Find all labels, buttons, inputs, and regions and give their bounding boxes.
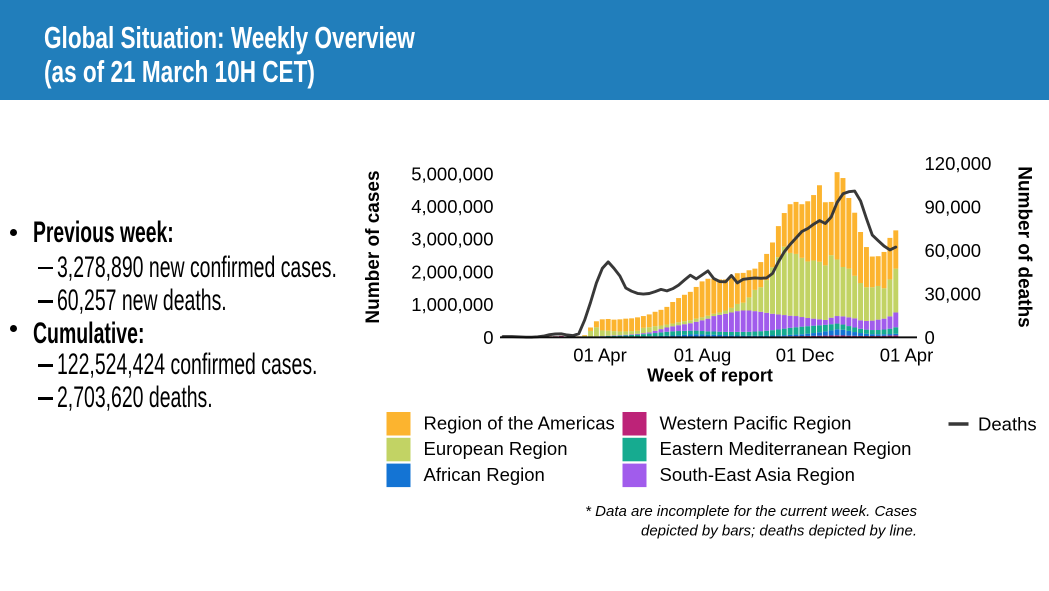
svg-text:01 Apr: 01 Apr: [573, 345, 627, 366]
svg-text:4,000,000: 4,000,000: [411, 196, 493, 217]
svg-text:Eastern Mediterranean Region: Eastern Mediterranean Region: [660, 438, 912, 459]
svg-text:120,000: 120,000: [925, 153, 992, 174]
svg-text:01 Dec: 01 Dec: [776, 345, 835, 366]
svg-text:Deaths: Deaths: [978, 413, 1037, 434]
svg-text:0: 0: [483, 327, 493, 348]
svg-text:5,000,000: 5,000,000: [411, 163, 493, 184]
svg-text:30,000: 30,000: [925, 283, 982, 304]
svg-text:Region of the Americas: Region of the Americas: [424, 412, 615, 433]
svg-text:0: 0: [925, 327, 935, 348]
svg-text:Week of report: Week of report: [647, 366, 773, 386]
svg-text:90,000: 90,000: [925, 196, 982, 217]
svg-text:European Region: European Region: [424, 438, 568, 459]
svg-text:Western Pacific Region: Western Pacific Region: [660, 412, 852, 433]
svg-text:Number of deaths: Number of deaths: [1013, 166, 1034, 328]
svg-text:* Data are incomplete for the: * Data are incomplete for the current we…: [585, 503, 917, 520]
svg-text:South-East Asia Region: South-East Asia Region: [660, 464, 855, 485]
svg-text:60,000: 60,000: [925, 240, 982, 261]
svg-text:2,000,000: 2,000,000: [411, 261, 493, 282]
svg-text:depicted by bars; deaths depic: depicted by bars; deaths depicted by lin…: [641, 523, 917, 540]
svg-text:3,000,000: 3,000,000: [411, 229, 493, 250]
svg-text:01 Apr: 01 Apr: [880, 345, 934, 366]
svg-text:01 Aug: 01 Aug: [674, 345, 732, 366]
svg-text:African Region: African Region: [424, 464, 545, 485]
svg-text:Number of cases: Number of cases: [363, 170, 384, 323]
svg-text:1,000,000: 1,000,000: [411, 294, 493, 315]
